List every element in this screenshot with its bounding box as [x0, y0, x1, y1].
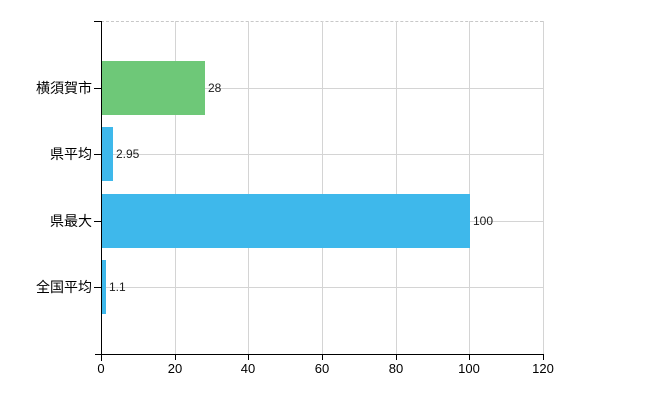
x-tick-label: 20	[167, 361, 183, 376]
gridline-vertical	[175, 21, 176, 354]
gridline-vertical	[322, 21, 323, 354]
y-axis-tick	[94, 221, 101, 222]
gridline-vertical	[543, 21, 544, 354]
y-axis-tick	[94, 287, 101, 288]
y-axis-tick	[94, 154, 101, 155]
gridline-vertical	[469, 21, 470, 354]
category-label: 横須賀市	[36, 80, 92, 96]
y-axis-line	[101, 21, 102, 361]
x-tick-label: 100	[458, 361, 480, 376]
y-axis-top-tick	[94, 21, 101, 22]
gridline-horizontal	[101, 88, 543, 89]
gridline-vertical	[248, 21, 249, 354]
category-label: 全国平均	[36, 279, 92, 295]
value-label: 2.95	[116, 147, 140, 161]
value-label: 28	[208, 81, 222, 95]
x-tick-label: 80	[388, 361, 404, 376]
bar	[102, 127, 113, 181]
x-axis-line	[95, 354, 543, 355]
category-label: 県平均	[50, 146, 92, 162]
value-label: 1.1	[109, 280, 126, 294]
bar	[102, 260, 106, 314]
x-tick-label: 0	[97, 361, 105, 376]
x-tick-label: 120	[532, 361, 554, 376]
category-label: 県最大	[50, 213, 92, 229]
x-axis-tick	[396, 354, 397, 360]
gridline-vertical	[396, 21, 397, 354]
x-axis-tick	[248, 354, 249, 360]
x-axis-tick	[175, 354, 176, 360]
x-axis-tick	[543, 354, 544, 360]
y-axis-tick	[94, 88, 101, 89]
bar	[102, 61, 205, 115]
x-axis-tick	[469, 354, 470, 360]
x-tick-label: 60	[314, 361, 330, 376]
x-axis-tick	[322, 354, 323, 360]
value-label: 100	[473, 214, 494, 228]
bar	[102, 194, 470, 248]
gridline-horizontal	[101, 287, 543, 288]
gridline-horizontal	[101, 154, 543, 155]
x-tick-label: 40	[240, 361, 256, 376]
